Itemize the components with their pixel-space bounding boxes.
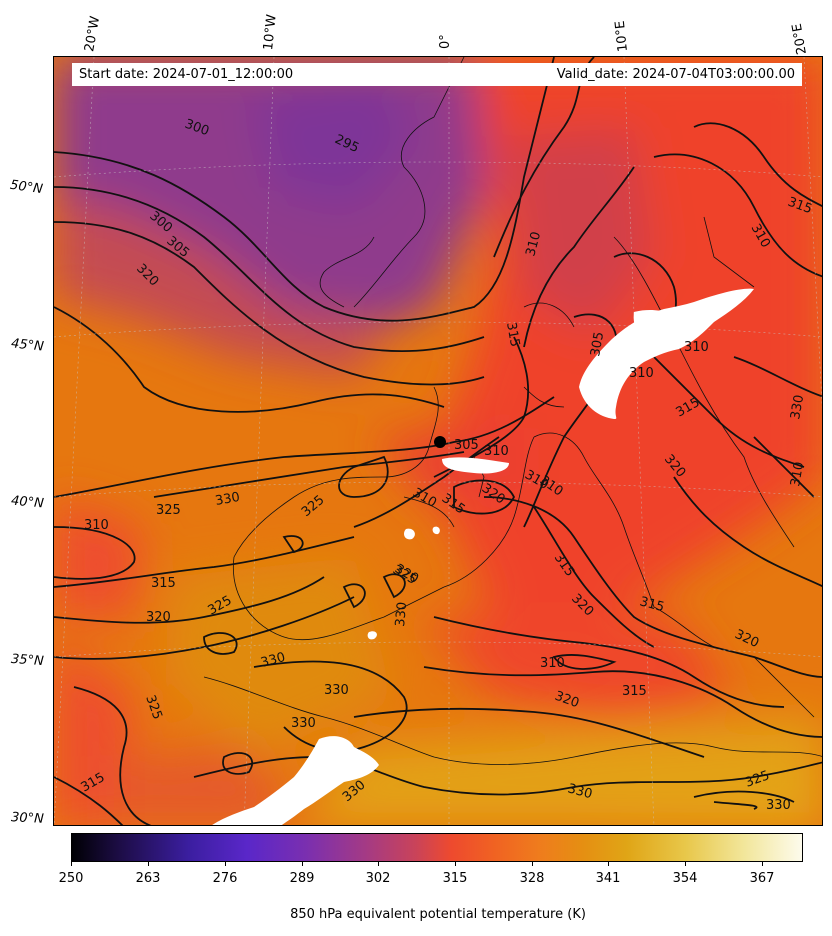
- theta-e-field: 300 295 300 305 320 310 305 310 315 315 …: [54, 57, 822, 825]
- colorbar-tick-label: 354: [672, 871, 698, 886]
- colorbar-tick-label: 250: [58, 871, 84, 886]
- colorbar-tick-label: 341: [595, 871, 621, 886]
- map-panel[interactable]: 300 295 300 305 320 310 305 310 315 315 …: [53, 56, 823, 826]
- contour-label: 310: [484, 444, 509, 459]
- field-color-blobs: [54, 57, 822, 825]
- lat-label-30n: 30°N: [10, 810, 45, 827]
- lat-label-45n: 45°N: [10, 336, 45, 355]
- colorbar-tick: [148, 862, 149, 866]
- colorbar-tick-label: 367: [749, 871, 775, 886]
- highlight-dot: [434, 436, 446, 448]
- contour-label: 330: [259, 650, 287, 671]
- missing-data-patches: [212, 288, 754, 825]
- contour-label: 325: [156, 503, 181, 518]
- date-info-bar: Start date: 2024-07-01_12:00:00 Valid_da…: [72, 63, 802, 86]
- contour-label: 305: [454, 438, 479, 453]
- contour-label: 315: [503, 321, 522, 348]
- start-date-label: Start date: 2024-07-01_12:00:00: [79, 67, 294, 82]
- contour-label: 310: [629, 366, 654, 381]
- contour-label: 315: [638, 594, 666, 615]
- contour-label: 330: [393, 601, 410, 627]
- colorbar-tick: [532, 862, 533, 866]
- colorbar-tick-label: 315: [442, 871, 468, 886]
- valid-date-label: Valid_date: 2024-07-04T03:00:00.00: [556, 67, 795, 82]
- lon-label-20w: 20°W: [82, 15, 104, 54]
- colorbar-tick: [71, 862, 72, 866]
- contour-label: 330: [788, 394, 807, 421]
- contour-label: 330: [766, 798, 791, 813]
- contour-label: 310: [788, 461, 807, 488]
- contour-label: 315: [622, 684, 647, 699]
- colorbar-tick-label: 328: [519, 871, 545, 886]
- colorbar: [71, 833, 803, 862]
- lon-label-10w: 10°W: [261, 13, 280, 52]
- colorbar-tick: [378, 862, 379, 866]
- contour-label: 330: [324, 683, 349, 698]
- contour-label: 310: [540, 656, 565, 671]
- contour-label: 305: [588, 331, 607, 358]
- contour-label: 315: [151, 576, 176, 591]
- contour-label: 310: [523, 230, 544, 258]
- lon-label-20e: 20°E: [789, 22, 810, 56]
- colorbar-tick: [685, 862, 686, 866]
- colorbar-tick: [608, 862, 609, 866]
- colorbar-tick: [225, 862, 226, 866]
- lon-label-10e: 10°E: [612, 19, 631, 53]
- graticule: [54, 57, 822, 825]
- contour-label: 330: [291, 716, 316, 731]
- colorbar-tick: [455, 862, 456, 866]
- colorbar-tick-label: 263: [135, 871, 161, 886]
- coastlines: [203, 57, 822, 765]
- lat-label-50n: 50°N: [9, 177, 44, 198]
- contour-label: 310: [84, 518, 109, 533]
- contour-label: 320: [146, 610, 171, 625]
- lat-label-35n: 35°N: [10, 651, 45, 670]
- lon-label-0: 0°: [438, 34, 453, 49]
- colorbar-tick-label: 302: [365, 871, 391, 886]
- contour-label: 330: [214, 490, 241, 509]
- contour-label: 310: [684, 340, 709, 355]
- lat-label-40n: 40°N: [10, 493, 45, 512]
- colorbar-tick-label: 276: [212, 871, 238, 886]
- colorbar-tick: [302, 862, 303, 866]
- colorbar-tick: [762, 862, 763, 866]
- contour-label: 330: [566, 781, 594, 802]
- colorbar-title: 850 hPa equivalent potential temperature…: [290, 907, 586, 922]
- colorbar-tick-label: 289: [289, 871, 315, 886]
